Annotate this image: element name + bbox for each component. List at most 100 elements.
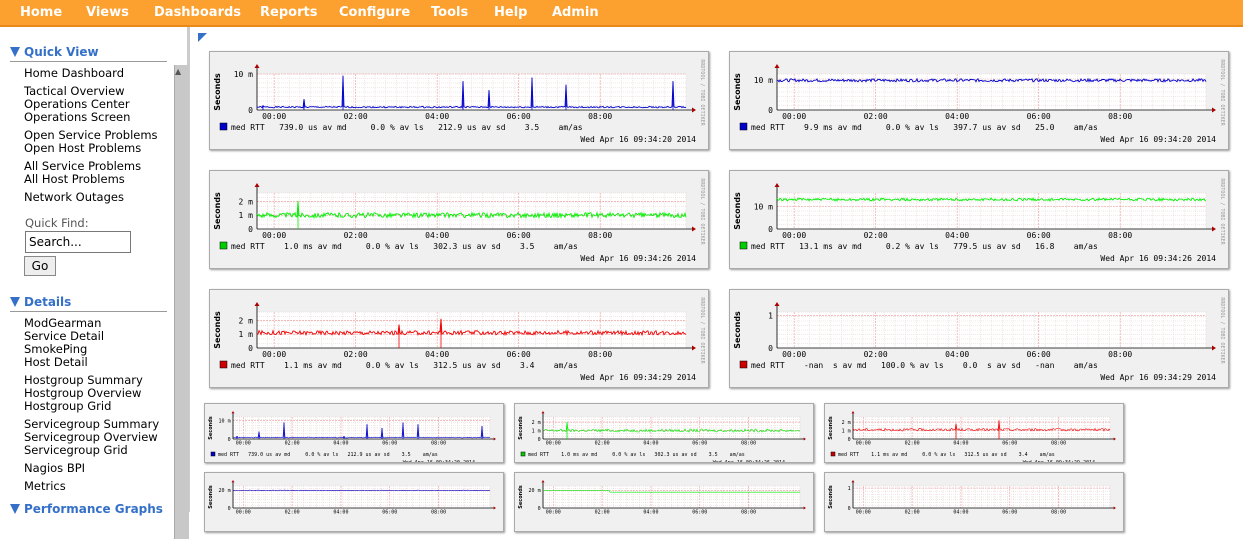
section-performance-graphs[interactable]: Performance Graphs	[10, 502, 163, 516]
section-divider	[10, 311, 167, 312]
collapse-triangle-icon	[10, 297, 20, 307]
y-tick-label: 2 m	[239, 197, 254, 206]
nav-configure[interactable]: Configure	[339, 5, 411, 20]
smokeping-graph-large[interactable]: 00:00 02:00 04:00 06:00 08:00 10 m 0 Seconds RRD…	[729, 170, 1229, 269]
section-details[interactable]: Details	[10, 295, 71, 309]
x-axis-arrow-icon	[803, 506, 806, 510]
series-line	[543, 490, 800, 493]
graph-timestamp: Wed Apr 16 09:34:20 2014	[580, 135, 696, 144]
link-smokeping[interactable]: SmokePing	[24, 342, 88, 356]
legend-swatch	[830, 451, 836, 457]
legend-swatch	[520, 451, 526, 457]
nav-views[interactable]: Views	[86, 5, 129, 20]
y-tick-label: 0	[248, 106, 253, 115]
link-open-host-problems[interactable]: Open Host Problems	[24, 141, 142, 155]
smokeping-graph-small[interactable]: 00:00 02:00 04:00 06:00 08:00 2 m 1 m 0 Seconds m…	[824, 403, 1124, 463]
x-tick-label: 00:00	[782, 350, 806, 359]
x-tick-label: 00:00	[856, 509, 871, 515]
smokeping-graph-small[interactable]: 00:00 02:00 04:00 06:00 08:00 10 m 0 Seconds med…	[204, 403, 504, 463]
link-tactical-overview[interactable]: Tactical Overview	[24, 84, 125, 98]
link-hostgroup-grid[interactable]: Hostgroup Grid	[24, 399, 112, 413]
y-axis-arrow-icon	[254, 64, 260, 68]
link-metrics[interactable]: Metrics	[24, 479, 66, 493]
link-hostgroup-overview[interactable]: Hostgroup Overview	[24, 386, 142, 400]
quick-find-input[interactable]	[25, 231, 131, 253]
legend-swatch	[219, 122, 228, 131]
link-nagios-bpi[interactable]: Nagios BPI	[24, 461, 86, 475]
x-tick-label: 08:00	[741, 440, 756, 446]
sidebar-scrollbar[interactable]	[174, 65, 189, 539]
x-tick-label: 00:00	[236, 509, 251, 515]
link-operations-screen[interactable]: Operations Screen	[24, 110, 131, 124]
graph-timestamp: Wed Apr 16 09:34:26 2014	[713, 460, 785, 462]
x-tick-label: 04:00	[953, 440, 968, 446]
scroll-up-icon[interactable]: ▲	[175, 67, 182, 76]
link-servicegroup-summary[interactable]: Servicegroup Summary	[24, 417, 160, 431]
nav-help[interactable]: Help	[494, 5, 528, 20]
graph-svg: 00:00 02:00 04:00 06:00 08:00 20 m 0 Seconds	[208, 480, 496, 515]
link-hostgroup-summary[interactable]: Hostgroup Summary	[24, 373, 143, 387]
smokeping-graph-large[interactable]: 00:00 02:00 04:00 06:00 08:00 10 m 0 Seconds RRD…	[209, 51, 709, 150]
nav-tools[interactable]: Tools	[431, 5, 469, 20]
link-servicegroup-overview[interactable]: Servicegroup Overview	[24, 430, 158, 444]
y-axis-arrow-icon	[254, 183, 260, 187]
link-operations-center[interactable]: Operations Center	[24, 97, 130, 111]
link-service-detail[interactable]: Service Detail	[24, 329, 105, 343]
legend-text: med RTT 739.0 us av md 0.0 % av ls 212.9…	[218, 452, 438, 458]
x-tick-label: 00:00	[782, 112, 806, 121]
x-axis-arrow-icon	[692, 226, 696, 232]
smokeping-graph-large[interactable]: 00:00 02:00 04:00 06:00 08:00 10 m 0 Seconds RRD…	[729, 51, 1229, 150]
x-tick-label: 04:00	[945, 231, 969, 240]
legend-swatch	[210, 451, 216, 457]
graph-svg: 00:00 02:00 04:00 06:00 08:00 1 0 Seconds	[828, 480, 1116, 515]
smokeping-graph-large[interactable]: 00:00 02:00 04:00 06:00 08:00 1 0 Seconds RRDTOO…	[729, 289, 1229, 388]
link-all-service-problems[interactable]: All Service Problems	[24, 159, 142, 173]
rrdtool-credit: RRDTOOL / TOBI OETIKER	[1219, 178, 1225, 245]
nav-reports[interactable]: Reports	[260, 5, 318, 20]
link-host-detail[interactable]: Host Detail	[24, 355, 88, 369]
legend-text: med RTT 1.1 ms av md 0.0 % av ls 312.5 u…	[838, 452, 1055, 458]
y-axis-arrow-icon	[541, 411, 545, 414]
nav-home[interactable]: Home	[20, 5, 63, 20]
x-tick-label: 02:00	[595, 440, 610, 446]
section-quick-view[interactable]: Quick View	[10, 45, 99, 59]
y-tick-label: 10 m	[754, 203, 773, 212]
x-tick-label: 06:00	[1027, 112, 1051, 121]
link-home-dashboard[interactable]: Home Dashboard	[24, 66, 125, 80]
link-open-service-problems[interactable]: Open Service Problems	[24, 128, 158, 142]
y-tick-label: 0	[248, 344, 253, 353]
x-tick-label: 06:00	[382, 440, 397, 446]
smokeping-graph-small[interactable]: 00:00 02:00 04:00 06:00 08:00 20 m 0 Seconds	[204, 472, 504, 532]
x-tick-label: 06:00	[1002, 509, 1017, 515]
x-tick-label: 06:00	[1027, 350, 1051, 359]
y-tick-label: 20 m	[219, 488, 231, 494]
graph-timestamp: Wed Apr 16 09:34:29 2014	[1023, 460, 1095, 462]
x-tick-label: 00:00	[236, 440, 251, 446]
collapse-corner-icon[interactable]	[198, 33, 207, 42]
nav-admin[interactable]: Admin	[552, 5, 599, 20]
y-axis-arrow-icon	[231, 411, 235, 414]
smokeping-graph-large[interactable]: 00:00 02:00 04:00 06:00 08:00 2 m 1 m 0 Seconds R…	[209, 170, 709, 269]
link-all-host-problems[interactable]: All Host Problems	[24, 172, 125, 186]
x-tick-label: 02:00	[344, 231, 368, 240]
go-button[interactable]: Go	[24, 256, 56, 276]
x-tick-label: 08:00	[431, 440, 446, 446]
link-servicegroup-grid[interactable]: Servicegroup Grid	[24, 443, 128, 457]
y-tick-label: 2 m	[239, 316, 254, 325]
smokeping-graph-small[interactable]: 00:00 02:00 04:00 06:00 08:00 1 0 Seconds	[824, 472, 1124, 532]
collapse-triangle-icon	[10, 504, 20, 514]
smokeping-graph-small[interactable]: 00:00 02:00 04:00 06:00 08:00 2 m 1 m 0 Seconds m…	[514, 403, 814, 463]
x-tick-label: 06:00	[1027, 231, 1051, 240]
legend-text: med RTT 1.1 ms av md 0.0 % av ls 312.5 u…	[231, 361, 578, 370]
graph-timestamp: Wed Apr 16 09:34:20 2014	[403, 460, 475, 462]
graph-svg: 00:00 02:00 04:00 06:00 08:00 10 m 0 Seconds RRD…	[213, 59, 705, 144]
x-tick-label: 08:00	[1051, 509, 1066, 515]
y-axis-label: Seconds	[518, 485, 524, 509]
link-modgearman[interactable]: ModGearman	[24, 316, 102, 330]
nav-dashboards[interactable]: Dashboards	[154, 5, 242, 20]
link-network-outages[interactable]: Network Outages	[24, 190, 124, 204]
x-tick-label: 00:00	[262, 112, 286, 121]
smokeping-graph-small[interactable]: 00:00 02:00 04:00 06:00 08:00 20 m 0 Seconds	[514, 472, 814, 532]
smokeping-graph-large[interactable]: 00:00 02:00 04:00 06:00 08:00 2 m 1 m 0 Seconds R…	[209, 289, 709, 388]
graph-svg: 00:00 02:00 04:00 06:00 08:00 2 m 1 m 0 Seconds R…	[213, 297, 705, 382]
